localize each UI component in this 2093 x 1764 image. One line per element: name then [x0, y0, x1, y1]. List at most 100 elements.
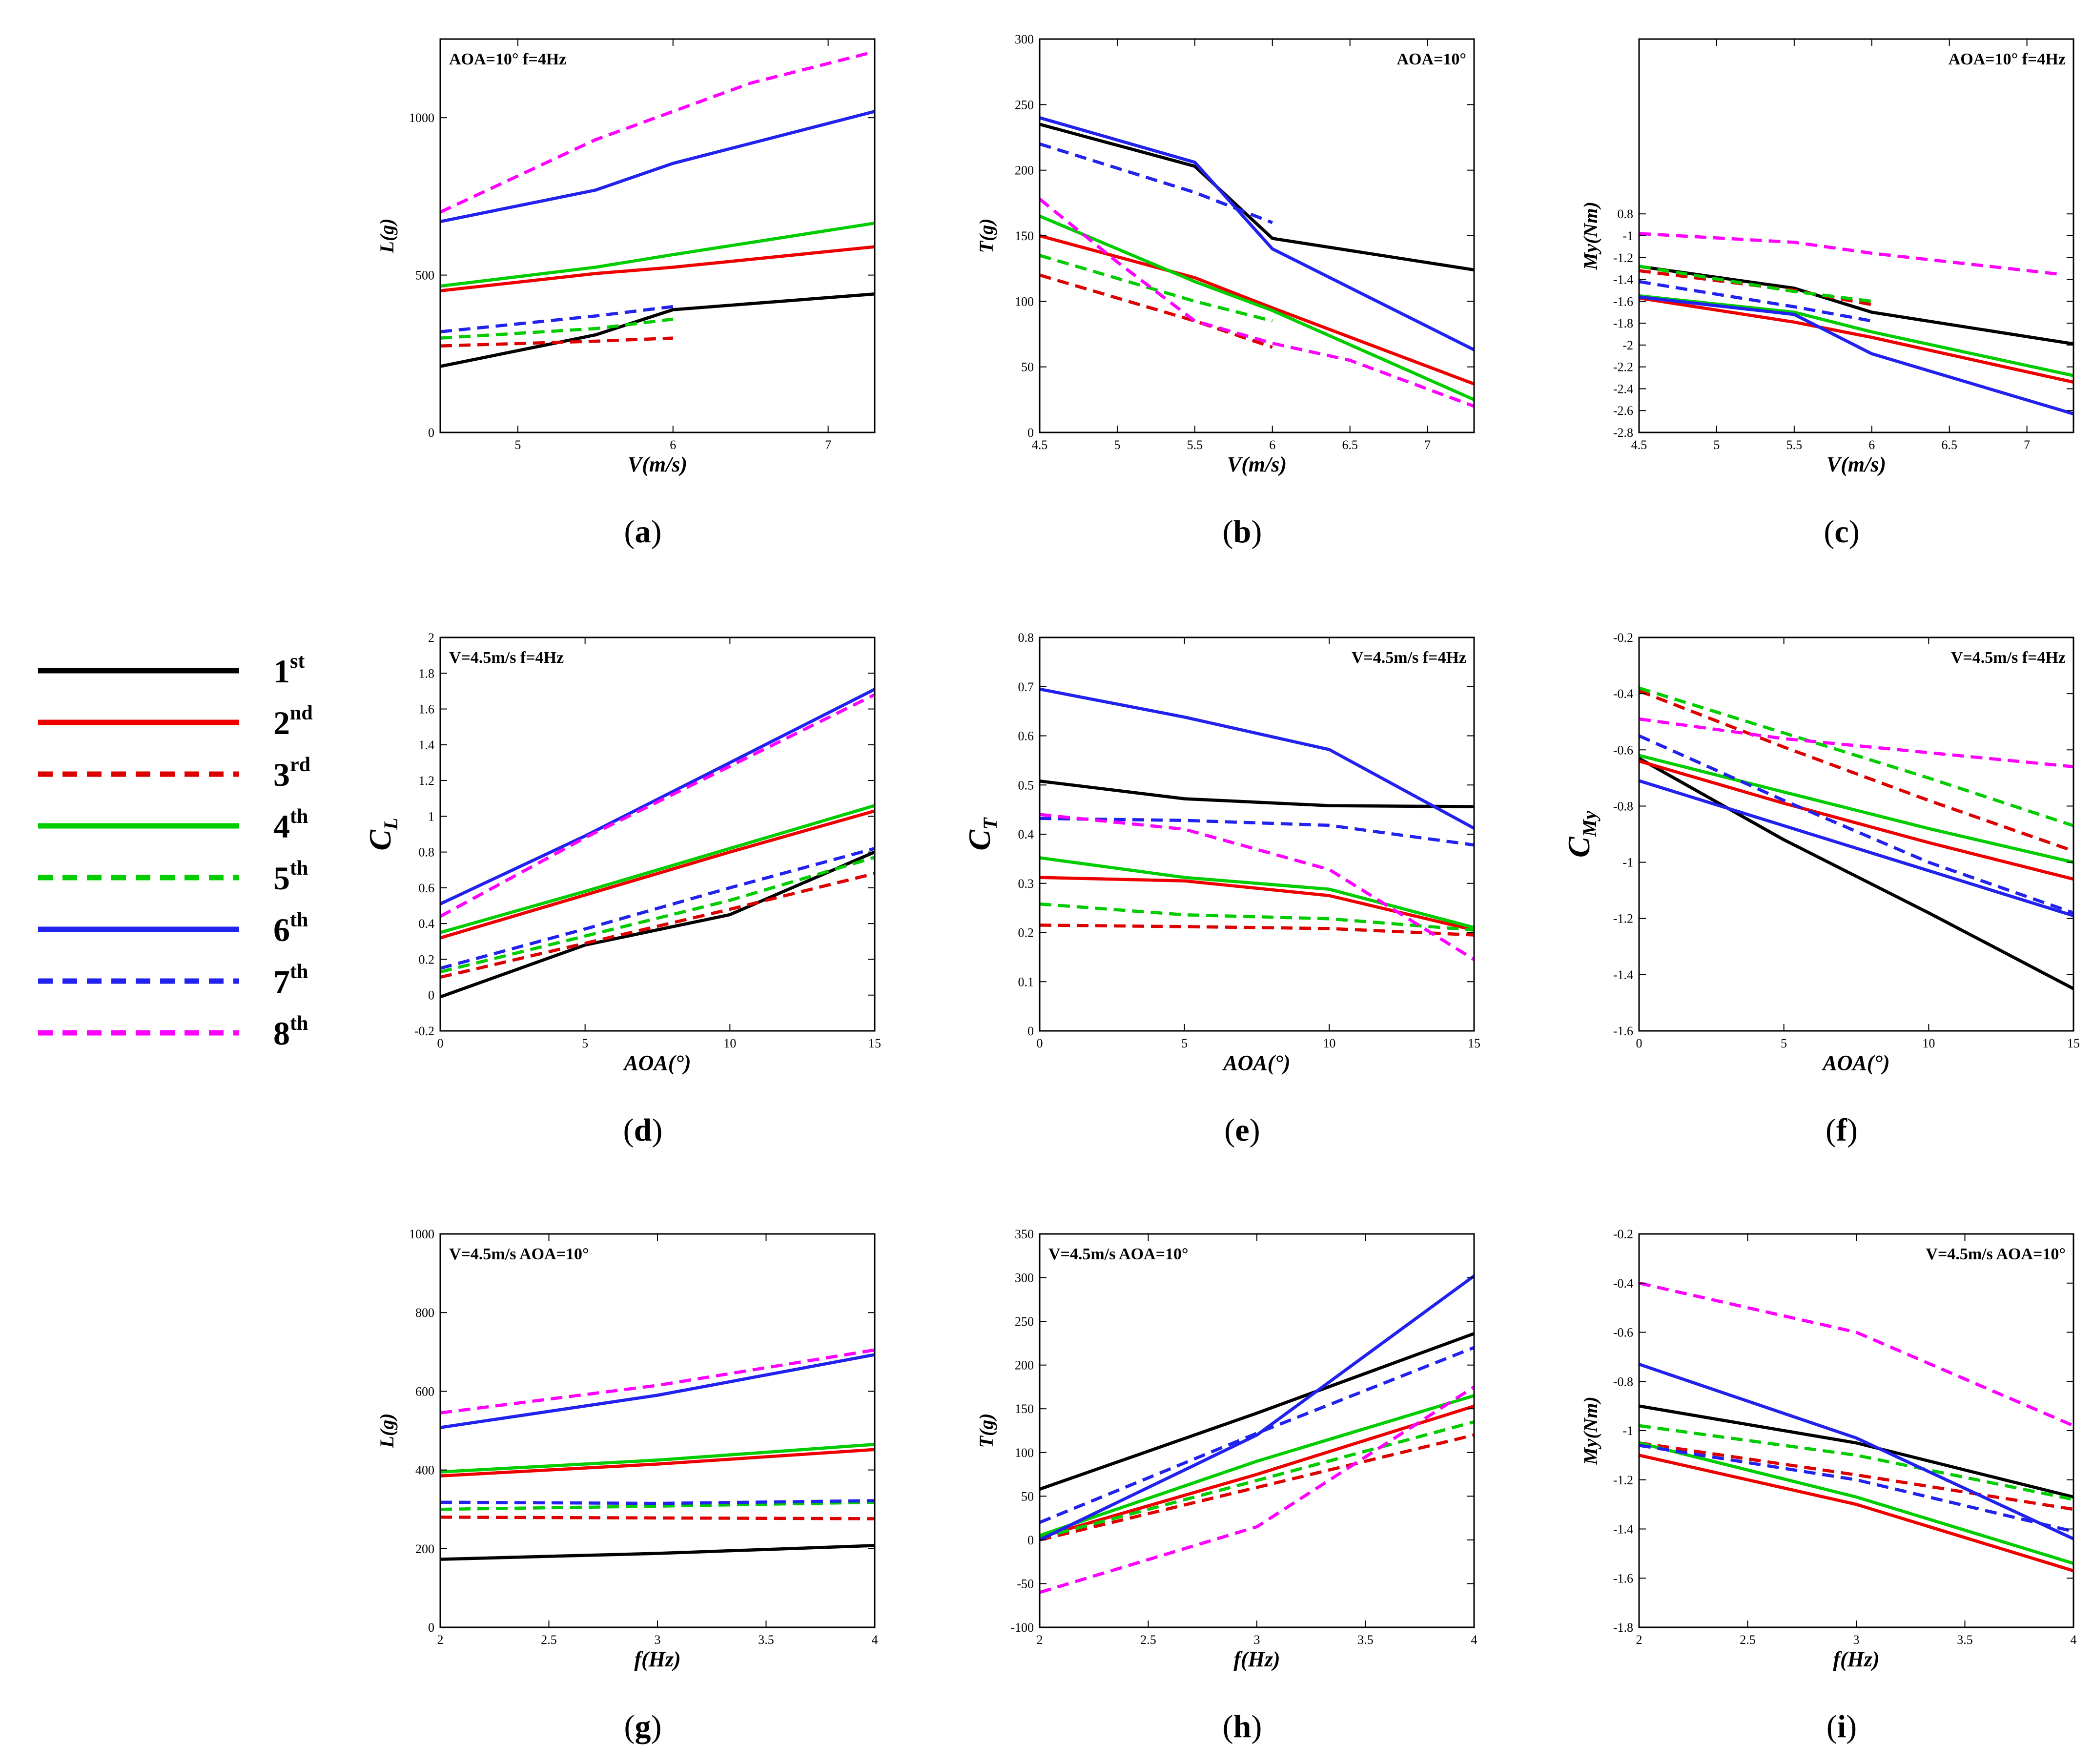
series-line-7th [440, 847, 875, 970]
y-axis-label: T(g) [975, 218, 997, 253]
legend-label: 3rd [273, 754, 310, 793]
y-tick-label: 200 [415, 1542, 434, 1556]
y-tick-label: 500 [415, 268, 434, 283]
x-tick-label: 7 [1424, 438, 1431, 452]
chart-c: 4.5 5 5.5 6 6.5 7 -2.8 -2.6 -2.4 -2.2 -2 -1.8 -1.6 -1… [1580, 38, 2074, 550]
legend-label: 4th [273, 805, 308, 845]
x-tick-label: 6 [670, 438, 676, 452]
chart-d: 0 5 10 15-0.200.20.40.60.811.21.41.61.82AOA… [363, 631, 881, 1148]
series-line-2nd [440, 245, 875, 293]
series-line-8th [1040, 198, 1474, 408]
legend-label: 6th [273, 909, 308, 948]
panel-label: (b) [1223, 514, 1262, 550]
y-tick-label: -1.2 [1613, 1473, 1633, 1487]
y-tick-label: 0 [428, 1620, 434, 1635]
y-tick-label: 0.8 [1018, 631, 1034, 645]
series-line-3rd [1040, 923, 1474, 937]
chart-a: 5 6 7 0 500 1000 V(m/s) L(g) AOA=10° f=4Hz (a) [376, 38, 876, 550]
y-tick-label: 350 [1015, 1227, 1034, 1241]
series-line-8th [1040, 1385, 1474, 1594]
y-tick-label: -1.4 [1613, 273, 1633, 287]
series-group [1040, 1274, 1474, 1594]
y-tick-label: 0.2 [419, 952, 435, 966]
series-group [1639, 1281, 2073, 1573]
series-line-6th [1639, 779, 2073, 918]
y-tick-label: 0.4 [1018, 827, 1034, 841]
x-tick-label: 2 [437, 1633, 444, 1647]
chart-f: 0 5 10 15 -1.6 -1.4 -1.2 -1 -0.8 -0.6 -0.4 -0.2 AOA(… [1561, 631, 2080, 1148]
x-tick-label: 4 [1471, 1633, 1477, 1647]
x-tick-label: 15 [1468, 1036, 1480, 1050]
x-tick-label: 5.5 [1786, 438, 1803, 452]
x-tick-label: 3 [1254, 1633, 1260, 1647]
series-line-1st [440, 850, 875, 999]
y-tick-label: -2.4 [1613, 382, 1633, 396]
x-tick-label: 4.5 [1032, 438, 1048, 452]
y-tick-label: 0.2 [1018, 926, 1034, 940]
y-tick-label: 50 [1021, 360, 1034, 374]
plot-frame [439, 636, 876, 1032]
legend-label: 1st [273, 650, 305, 690]
y-tick-label: -0.2 [1613, 631, 1633, 645]
series-line-3rd [440, 872, 875, 979]
panel-label: (f) [1826, 1112, 1858, 1148]
series-line-3rd [440, 1516, 875, 1520]
panel-label: (d) [623, 1112, 663, 1148]
y-tick-label: 150 [1015, 229, 1034, 243]
y-axis-label-subscript: My [1579, 811, 1601, 838]
x-tick-label: 5 [582, 1036, 588, 1050]
y-tick-label: -0.6 [1613, 1326, 1633, 1340]
series-line-2nd [1639, 759, 2073, 881]
y-tick-label: 0.7 [1018, 680, 1034, 694]
y-tick-label: -0.8 [1613, 1374, 1633, 1389]
panel-label: (a) [624, 514, 662, 550]
x-tick-label: 4 [2071, 1633, 2077, 1647]
x-tick-label: 0 [1636, 1036, 1642, 1050]
chart-annotation: V=4.5m/s f=4Hz [1352, 649, 1466, 667]
y-tick-label: 1 [428, 809, 434, 823]
series-line-7th [1639, 280, 1872, 323]
series-line-2nd [440, 809, 875, 940]
legend-label-suffix: th [290, 805, 308, 828]
y-tick-label: 100 [1015, 294, 1034, 308]
series-line-2nd [1639, 1454, 2073, 1573]
series-line-6th [440, 110, 875, 224]
y-tick-label: -1 [1622, 856, 1633, 870]
series-line-8th [440, 1348, 875, 1415]
x-tick-label: 3.5 [758, 1633, 774, 1647]
y-tick-label: -1.6 [1613, 294, 1633, 308]
x-tick-label: 0 [1037, 1036, 1043, 1050]
y-tick-label: 1000 [409, 1227, 434, 1241]
series-line-8th [440, 693, 875, 918]
y-axis-label: T(g) [975, 1413, 997, 1448]
x-tick-label: 5.5 [1187, 438, 1203, 452]
series-line-2nd [1040, 1404, 1474, 1539]
y-tick-label: 0.5 [1018, 778, 1034, 792]
y-tick-label: 1.8 [419, 666, 435, 680]
plot-frame [1039, 1233, 1475, 1628]
x-tick-label: 0 [437, 1036, 444, 1050]
legend: 1st 2nd 3rd 4th 5th 6th 7th 8th [38, 650, 313, 1052]
series-group [1040, 116, 1474, 408]
x-axis-label: AOA(°) [1821, 1051, 1889, 1075]
y-tick-label: 800 [415, 1306, 434, 1320]
y-tick-label: 0.4 [419, 917, 435, 931]
x-axis-label: f(Hz) [634, 1647, 680, 1671]
y-tick-label: -1.2 [1613, 251, 1633, 265]
series-line-6th [1639, 295, 2073, 416]
legend-label-suffix: th [290, 1012, 308, 1035]
y-tick-label: -0.2 [414, 1024, 434, 1038]
series-line-7th [440, 1499, 875, 1505]
legend-label-suffix: nd [290, 702, 313, 724]
y-tick-label: -1.2 [1613, 912, 1633, 926]
chart-i: 2 2.5 3 3.5 4 -1.8 -1.6 -1.4 -1.2 -1 -0.8 -0.6 -0.4 -… [1580, 1227, 2077, 1744]
chart-annotation: V=4.5m/s AOA=10° [1926, 1245, 2066, 1263]
y-tick-label: 200 [1015, 1358, 1034, 1373]
y-tick-label: -1 [1622, 229, 1633, 243]
y-axis-label: CL [363, 818, 402, 850]
series-line-6th [1040, 1274, 1474, 1541]
y-tick-label: 0.8 [419, 845, 435, 860]
y-tick-label: 1.2 [419, 774, 435, 788]
x-axis-label: V(m/s) [1227, 452, 1287, 476]
series-line-6th [440, 1353, 875, 1429]
